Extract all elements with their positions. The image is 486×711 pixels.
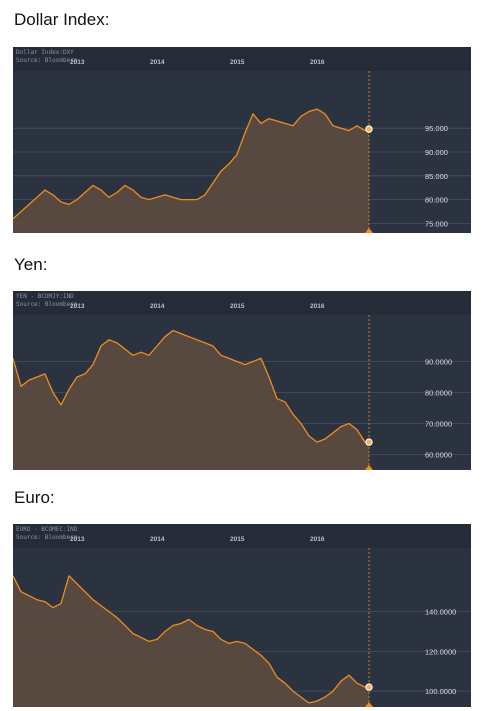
series-line — [13, 108, 370, 220]
y-tick-label: 90.000 — [425, 148, 448, 157]
chart-header-symbol: EURO - BCOMEC:IND — [16, 526, 78, 533]
y-tick-label: 90.0000 — [425, 358, 452, 367]
chart-header-source: Source: Bloomberg — [16, 534, 78, 541]
chart-header-symbol: YEN - BCOMJY:IND — [16, 293, 74, 300]
chart-header-symbol: Dollar Index:DXY — [16, 49, 74, 56]
cursor-marker-triangle — [365, 465, 373, 470]
last-value-marker — [365, 683, 373, 691]
series-line — [13, 575, 369, 704]
x-tick-label: 2014 — [150, 59, 165, 66]
x-tick-label: 2016 — [310, 59, 325, 66]
x-tick-label: 2014 — [150, 303, 165, 310]
series-area — [13, 109, 369, 233]
chart-header — [13, 291, 471, 315]
series-area — [13, 575, 369, 707]
y-tick-label: 140.0000 — [425, 608, 456, 617]
y-tick-label: 85.000 — [425, 172, 448, 181]
series-line — [13, 329, 369, 443]
chart-panel-yen: YEN - BCOMJY:IND Source: Bloomberg 90.00… — [13, 291, 471, 470]
y-tick-label: 100.0000 — [425, 687, 456, 696]
y-tick-label: 120.0000 — [425, 647, 456, 656]
section-title-yen: Yen: — [14, 255, 48, 274]
x-tick-label: 2013 — [70, 303, 85, 310]
y-tick-label: 70.0000 — [425, 420, 452, 429]
y-tick-label: 75.000 — [425, 219, 448, 228]
x-tick-label: 2013 — [70, 536, 85, 543]
y-tick-label: 80.0000 — [425, 389, 452, 398]
chart-header-source: Source: Bloomberg — [16, 301, 78, 308]
chart-header-source: Source: Bloomberg — [16, 57, 78, 64]
x-tick-label: 2016 — [310, 536, 325, 543]
section-title-dollar: Dollar Index: — [14, 10, 110, 29]
section-title-euro: Euro: — [14, 488, 55, 507]
y-tick-label: 60.0000 — [425, 451, 452, 460]
chart-yen: YEN - BCOMJY:IND Source: Bloomberg 90.00… — [13, 291, 471, 470]
chart-header — [13, 524, 471, 548]
x-tick-label: 2016 — [310, 303, 325, 310]
x-tick-label: 2015 — [230, 303, 245, 310]
cursor-marker-triangle — [365, 228, 373, 233]
chart-dollar-index: Dollar Index:DXY Source: Bloomberg 95.00… — [13, 47, 471, 233]
chart-euro: EURO - BCOMEC:IND Source: Bloomberg 140.… — [13, 524, 471, 707]
cursor-marker-triangle — [365, 702, 373, 707]
x-tick-label: 2013 — [70, 59, 85, 66]
chart-header — [13, 47, 471, 71]
x-tick-label: 2014 — [150, 536, 165, 543]
x-tick-label: 2015 — [230, 536, 245, 543]
chart-panel-dollar: Dollar Index:DXY Source: Bloomberg 95.00… — [13, 47, 471, 233]
y-tick-label: 95.000 — [425, 124, 448, 133]
x-tick-label: 2015 — [230, 59, 245, 66]
chart-panel-euro: EURO - BCOMEC:IND Source: Bloomberg 140.… — [13, 524, 471, 707]
last-value-marker — [365, 438, 373, 446]
series-area — [13, 330, 369, 470]
y-tick-label: 80.000 — [425, 196, 448, 205]
last-value-marker — [365, 125, 373, 133]
